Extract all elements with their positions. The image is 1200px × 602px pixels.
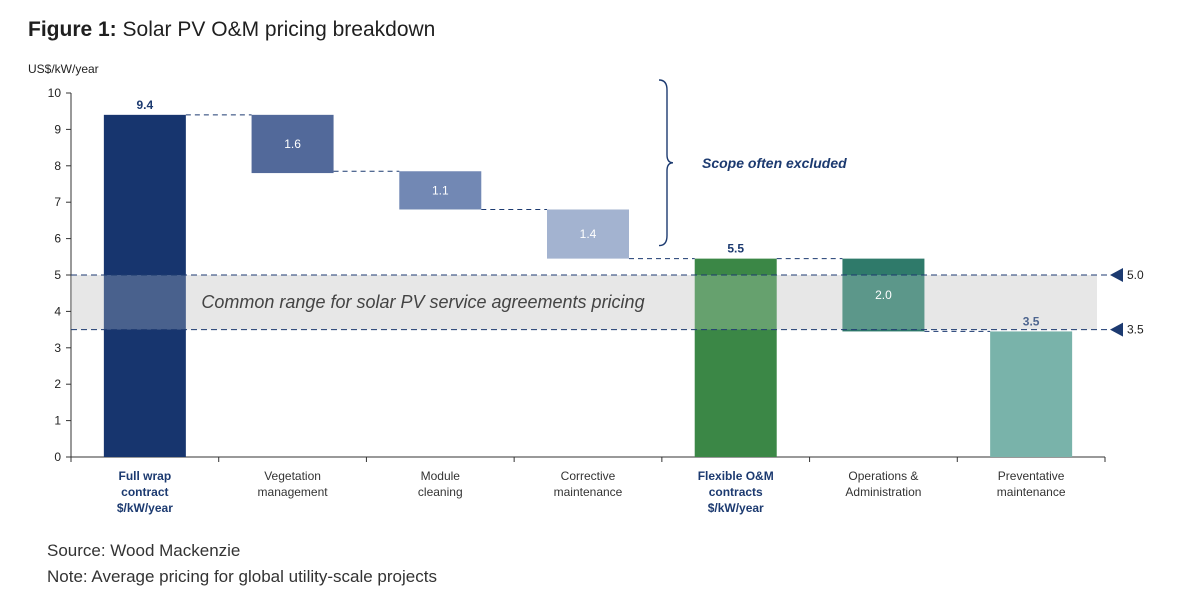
bar-step-label: 2.0 xyxy=(875,288,892,302)
common-range-label: Common range for solar PV service agreem… xyxy=(201,292,644,312)
range-marker-arrow xyxy=(1110,322,1123,337)
footnote: Note: Average pricing for global utility… xyxy=(47,567,437,586)
y-tick-label: 0 xyxy=(54,450,61,464)
x-category-label: management xyxy=(258,485,329,499)
y-tick-label: 4 xyxy=(54,304,61,318)
x-category-label: Corrective xyxy=(561,469,616,483)
figure-title: Figure 1: Solar PV O&M pricing breakdown xyxy=(28,18,435,42)
y-tick-label: 7 xyxy=(54,195,61,209)
bar-6 xyxy=(842,258,925,332)
bar-1 xyxy=(103,114,186,457)
y-tick-label: 9 xyxy=(54,122,61,136)
x-category-label: Administration xyxy=(845,485,921,499)
bar-total-label: 9.4 xyxy=(137,98,154,112)
y-tick-label: 1 xyxy=(54,414,61,428)
x-category-label: Preventative xyxy=(998,469,1065,483)
bar-7 xyxy=(990,331,1073,457)
figure-title-text: Solar PV O&M pricing breakdown xyxy=(122,18,436,41)
y-tick-label: 5 xyxy=(54,268,61,282)
scope-bracket xyxy=(658,79,674,247)
y-tick-label: 6 xyxy=(54,232,61,246)
x-category-label: Vegetation xyxy=(264,469,321,483)
range-marker-arrow xyxy=(1110,268,1123,282)
x-category-label: maintenance xyxy=(554,485,623,499)
y-axis-title: US$/kW/year xyxy=(28,62,99,76)
scope-excluded-label: Scope often excluded xyxy=(702,155,847,171)
x-category-label: Full wrap xyxy=(119,469,172,483)
y-tick-label: 10 xyxy=(48,86,62,100)
x-category-label: $/kW/year xyxy=(708,501,764,515)
bar-step-label: 1.4 xyxy=(580,227,597,241)
x-category-label: $/kW/year xyxy=(117,501,173,515)
source-note: Source: Wood Mackenzie xyxy=(47,541,241,560)
x-category-label: maintenance xyxy=(997,485,1066,499)
x-category-label: Operations & xyxy=(848,469,918,483)
x-category-label: cleaning xyxy=(418,485,463,499)
common-range-band-overlay xyxy=(71,275,1097,330)
common-range-band xyxy=(71,275,1097,330)
bar-total-label: 3.5 xyxy=(1023,314,1040,328)
y-tick-label: 2 xyxy=(54,377,61,391)
range-marker-label: 5.0 xyxy=(1127,268,1144,282)
bar-step-label: 1.6 xyxy=(284,137,301,151)
bar-4 xyxy=(547,209,629,259)
figure-label: Figure 1: xyxy=(28,18,117,41)
x-category-label: Module xyxy=(421,469,461,483)
bar-step-label: 1.1 xyxy=(432,183,449,197)
bar-2 xyxy=(251,114,334,174)
x-category-label: contract xyxy=(121,485,168,499)
x-category-label: contracts xyxy=(709,485,763,499)
x-category-label: Flexible O&M xyxy=(698,469,774,483)
bar-3 xyxy=(399,171,482,210)
range-marker-label: 3.5 xyxy=(1127,323,1144,337)
y-tick-label: 3 xyxy=(54,341,61,355)
y-tick-label: 8 xyxy=(54,159,61,173)
bar-total-label: 5.5 xyxy=(727,242,744,256)
bar-5 xyxy=(694,258,777,457)
